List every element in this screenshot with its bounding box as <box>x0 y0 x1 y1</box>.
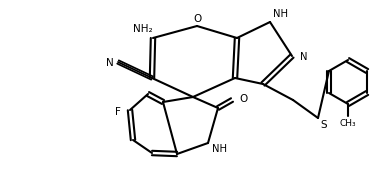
Text: O: O <box>239 94 247 104</box>
Text: N: N <box>300 52 307 62</box>
Text: NH₂: NH₂ <box>133 24 153 34</box>
Text: S: S <box>320 120 327 130</box>
Text: N: N <box>106 58 114 68</box>
Text: NH: NH <box>212 144 227 154</box>
Text: F: F <box>115 107 121 117</box>
Text: CH₃: CH₃ <box>340 118 356 127</box>
Text: NH: NH <box>273 9 288 19</box>
Text: O: O <box>194 14 202 24</box>
